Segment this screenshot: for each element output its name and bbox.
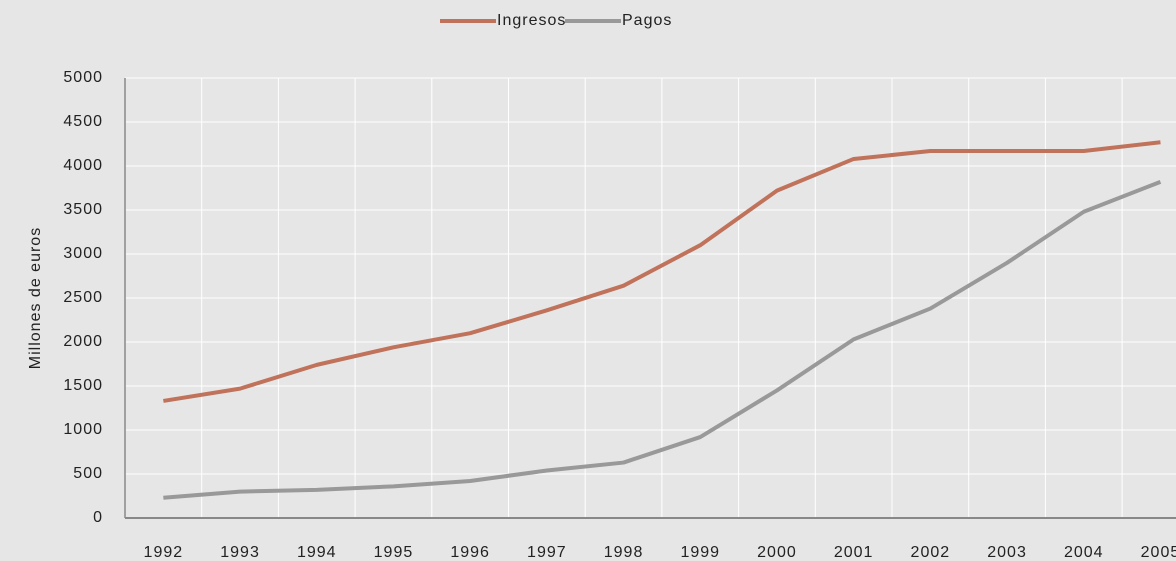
y-tick-label: 1000 (63, 421, 103, 438)
x-tick-label: 1993 (220, 544, 260, 561)
y-axis-label: Millones de euros (27, 227, 44, 369)
x-tick-label: 2005 (1141, 544, 1176, 561)
y-tick-label: 4000 (63, 157, 103, 174)
y-tick-label: 3000 (63, 245, 103, 262)
y-tick-label: 3500 (63, 201, 103, 218)
legend-label: Ingresos (497, 12, 566, 29)
y-tick-label: 2500 (63, 289, 103, 306)
series-line (163, 140, 1161, 403)
x-tick-label: 2003 (987, 544, 1027, 561)
x-tick-label: 2000 (757, 544, 797, 561)
x-tick-label: 1998 (604, 544, 644, 561)
x-tick-label: 1999 (680, 544, 720, 561)
y-tick-label: 1500 (63, 377, 103, 394)
y-tick-label: 4500 (63, 113, 103, 130)
legend-label: Pagos (622, 12, 672, 29)
y-tick-label: 5000 (63, 69, 103, 86)
series-line (163, 179, 1162, 500)
x-tick-label: 1994 (297, 544, 337, 561)
x-tick-label: 2001 (834, 544, 874, 561)
x-tick-label: 1992 (144, 544, 184, 561)
x-tick-label: 2002 (911, 544, 951, 561)
x-tick-label: 1996 (450, 544, 490, 561)
x-tick-label: 1997 (527, 544, 567, 561)
y-tick-label: 500 (73, 465, 103, 482)
y-tick-label: 0 (93, 509, 103, 526)
x-tick-label: 1995 (374, 544, 414, 561)
y-tick-label: 2000 (63, 333, 103, 350)
x-tick-label: 2004 (1064, 544, 1104, 561)
